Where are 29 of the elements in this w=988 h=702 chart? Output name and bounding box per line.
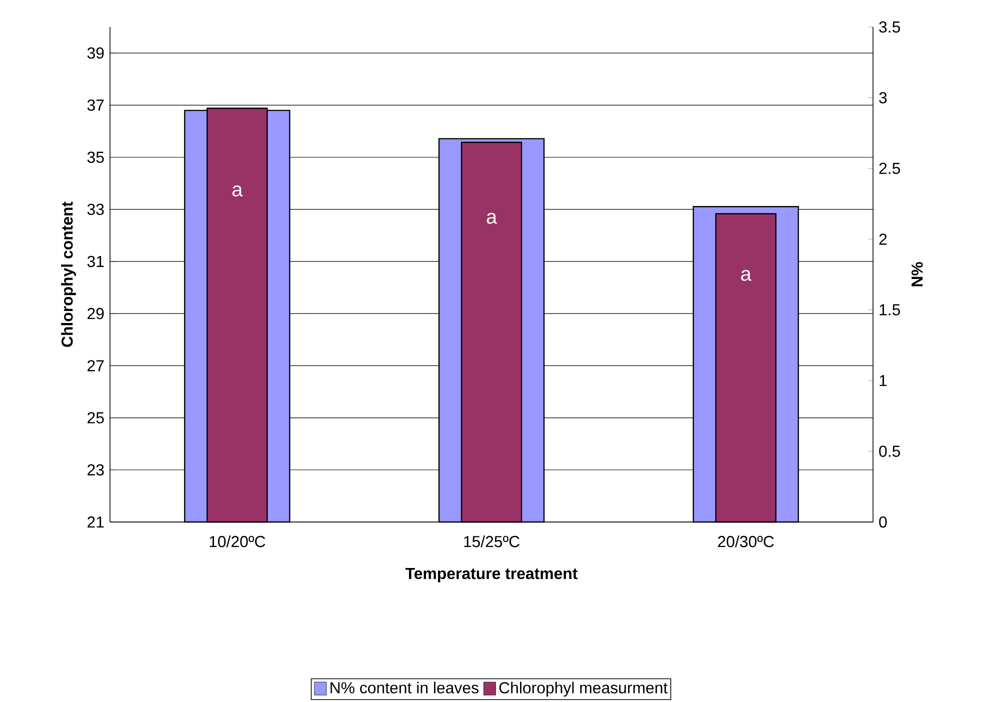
y-tick-label: 25 <box>88 412 104 424</box>
y-tick-label: 39 <box>87 47 104 59</box>
y-axis-title: Chlorophyl content <box>61 202 76 347</box>
y-tick-label: 33 <box>87 204 104 215</box>
y2-tick-label: 2.5 <box>879 162 900 174</box>
y-tick-label: 21 <box>88 516 104 528</box>
y2-axis-title: N% <box>912 262 923 286</box>
annotation: a <box>486 212 498 224</box>
y2-tick-label: 0.5 <box>879 446 900 457</box>
y2-tick-label: 1.5 <box>880 304 900 316</box>
y2-tick-label: 1 <box>880 375 887 386</box>
x-tick-label: 20/30ºC <box>718 536 774 548</box>
y-tick-label: 29 <box>88 308 104 320</box>
annotation: a <box>741 270 752 281</box>
y2-tick-label: 0 <box>879 516 887 528</box>
y-tick-label: 27 <box>88 360 104 372</box>
y2-tick-label: 3.5 <box>879 21 900 33</box>
annotation: a <box>232 186 243 196</box>
legend-label: Chlorophyl measurment <box>499 682 668 697</box>
y-tick-label: 31 <box>87 256 104 268</box>
x-axis-title: Temperature treatment <box>405 568 578 582</box>
x-tick-label: 10/20ºC <box>210 536 266 548</box>
y-tick-label: 35 <box>87 152 104 163</box>
y2-tick-label: 2 <box>879 234 887 245</box>
y-tick-label: 37 <box>87 100 104 111</box>
x-tick-label: 15/25ºC <box>464 536 520 548</box>
y2-tick-label: 3 <box>879 92 887 104</box>
y-tick-label: 23 <box>88 464 104 476</box>
legend-label: N% content in leaves <box>330 682 478 694</box>
